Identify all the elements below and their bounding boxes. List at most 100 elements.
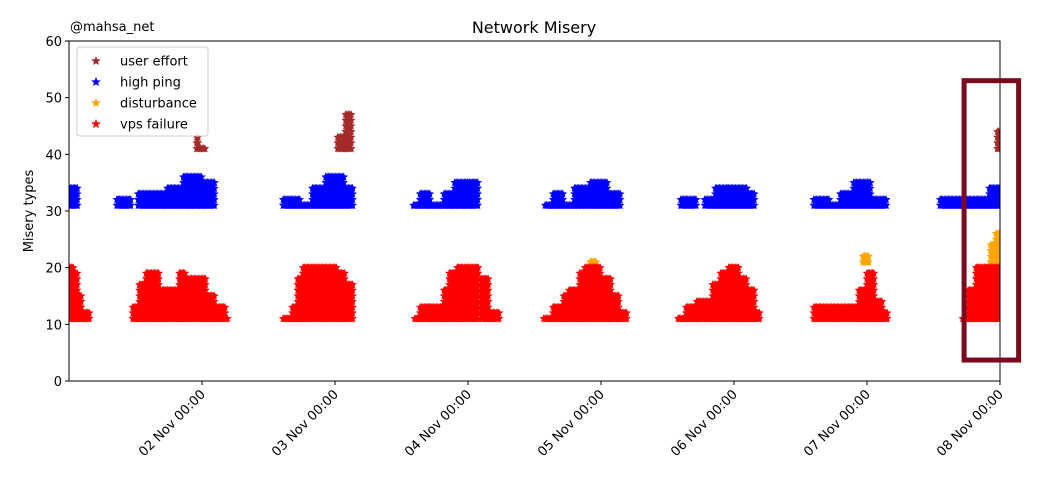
data-point [749, 285, 759, 295]
data-point [995, 263, 1000, 272]
data-point [995, 302, 1000, 312]
data-point [749, 200, 759, 210]
data-point [994, 229, 1000, 238]
data-point [997, 203, 1000, 210]
data-point [210, 183, 219, 193]
data-point [69, 263, 78, 272]
highlight-box [961, 78, 1022, 363]
x-tick-label: 08 Nov 00:00 [934, 387, 1007, 460]
data-point [755, 308, 764, 317]
y-tick-label: 10 [45, 318, 62, 333]
data-point [602, 178, 612, 187]
data-point [72, 200, 82, 210]
data-point [346, 110, 356, 119]
data-point [614, 291, 623, 300]
data-point [126, 195, 136, 204]
data-point [425, 189, 435, 198]
plot-area-frame [68, 40, 1001, 382]
chart-title: Network Misery [472, 18, 596, 37]
data-point [866, 183, 875, 193]
y-tick-label: 50 [45, 92, 62, 107]
data-point [200, 144, 210, 153]
data-point [348, 195, 357, 204]
data-point [473, 195, 483, 204]
watermark-handle: @mahsa_net [70, 20, 155, 35]
data-point [741, 280, 751, 289]
data-point [332, 263, 341, 272]
data-point [595, 263, 605, 272]
data-point [996, 184, 1000, 193]
data-point [483, 291, 493, 300]
data-point [734, 268, 743, 278]
data-point [348, 285, 357, 295]
data-point [348, 183, 357, 193]
series-user-effort [192, 110, 1000, 153]
series-vps-failure [69, 263, 1000, 323]
data-point [193, 132, 203, 142]
data-point [877, 297, 887, 306]
x-tick-label: 02 Nov 00:00 [136, 387, 209, 460]
data-point [755, 314, 764, 323]
data-point [866, 178, 875, 187]
data-point [558, 189, 568, 198]
data-point [691, 200, 701, 210]
data-point [994, 240, 1000, 249]
data-point [869, 274, 879, 283]
data-point [995, 127, 1000, 136]
data-point [348, 280, 357, 289]
data-point [348, 189, 357, 198]
data-point [995, 138, 1000, 147]
data-point [691, 195, 701, 204]
data-point [72, 285, 82, 295]
legend: user effort high ping disturbance vps failu… [76, 46, 209, 137]
legend-label: high ping [120, 76, 181, 91]
data-point [591, 257, 601, 266]
data-point [749, 297, 759, 306]
data-point [614, 297, 623, 306]
data-point [180, 268, 190, 278]
data-point [346, 127, 356, 136]
legend-label: user effort [120, 55, 188, 70]
legend-marker-star-icon [91, 119, 101, 128]
data-point [348, 302, 357, 312]
data-point [997, 186, 1000, 193]
data-point [864, 251, 873, 261]
data-point [615, 189, 625, 198]
data-point [622, 314, 631, 323]
data-point [72, 274, 82, 283]
data-point [348, 291, 357, 300]
legend-box [76, 46, 209, 137]
data-point [210, 200, 219, 210]
data-point [995, 274, 1000, 283]
data-point [72, 268, 82, 278]
data-point [997, 135, 1000, 142]
y-tick-label: 0 [54, 375, 62, 390]
data-point [201, 280, 210, 289]
y-tick-label: 60 [45, 35, 62, 50]
data-point [473, 200, 483, 210]
data-point [749, 302, 759, 312]
data-point [346, 115, 356, 125]
data-point [346, 144, 356, 153]
data-point [995, 144, 1000, 153]
data-point [995, 280, 1000, 289]
data-point [339, 172, 349, 181]
data-point [995, 291, 1000, 300]
data-point [473, 263, 483, 272]
data-point [869, 268, 879, 278]
data-point [995, 285, 1000, 295]
data-point [615, 195, 625, 204]
data-point [869, 291, 879, 300]
data-point [210, 195, 219, 204]
x-tick-label: 04 Nov 00:00 [402, 387, 475, 460]
data-point [340, 268, 349, 278]
data-point [864, 257, 873, 266]
data-point [994, 257, 1000, 266]
data-point [210, 178, 219, 187]
data-point [76, 291, 86, 300]
data-point [483, 280, 493, 289]
data-point [615, 200, 625, 210]
y-tick-label: 40 [45, 148, 62, 163]
data-point [346, 132, 356, 142]
data-point [749, 291, 759, 300]
